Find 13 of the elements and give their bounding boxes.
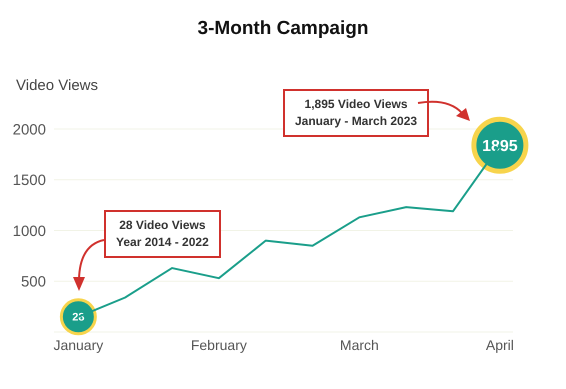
- x-tick-label: February: [190, 336, 247, 353]
- y-tick-label: 1000: [12, 222, 46, 240]
- x-tick-label: January: [53, 336, 104, 353]
- x-tick-label: March: [340, 336, 379, 353]
- x-tick-label: April: [486, 336, 514, 353]
- chart-title: 3-Month Campaign: [196, 18, 370, 40]
- y-axis-title: Video Views: [16, 77, 98, 94]
- y-tick-label: 1500: [12, 172, 46, 190]
- text: 1,895 Video Views January - March 2023: [283, 89, 430, 137]
- y-tick-label: 2000: [12, 121, 46, 138]
- annotation: 28 Video Views Year 2014 - 2022: [104, 210, 221, 258]
- y-tick-label: 500: [20, 274, 46, 291]
- annotation: 1895: [482, 138, 518, 155]
